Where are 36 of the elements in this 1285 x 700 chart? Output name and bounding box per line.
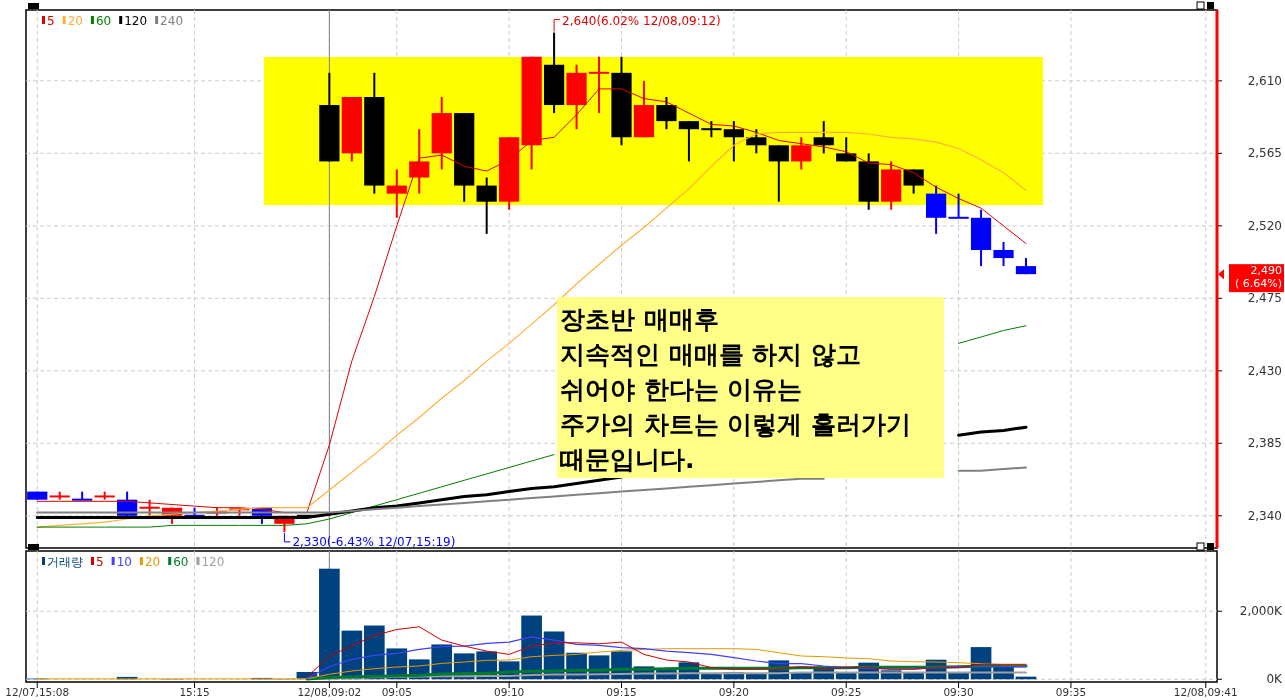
legend-label: 60: [95, 14, 112, 28]
x-tick-label: 15:15: [179, 686, 210, 698]
legend-label: 120: [124, 14, 148, 28]
annotation: 장초반 매매후 지속적인 매매를 하지 않고 쉬어야 한다는 이유는 주가의 차트는 이렇게 흘러가기 때문입니다.: [560, 305, 912, 474]
note: 장초반 매매후 지속적인 매매를 하지 않고 쉬어야 한다는 이유는 주가의 차트는 이렇게 흘러가기 때문입니다.: [557, 297, 944, 478]
x-tick-label: 09:35: [1055, 686, 1087, 698]
legend-label: 120: [201, 555, 225, 569]
legend-label: 20: [144, 555, 161, 569]
legend-label: 5: [47, 14, 55, 28]
legend-label: 60: [173, 555, 189, 569]
text: 2,490 ( 6.64%): [1234, 264, 1282, 291]
x-tick-label: 12/08,09:02: [297, 686, 362, 698]
x-tick-label: 09:10: [494, 686, 525, 698]
y-tick-label: 2,340: [1247, 508, 1282, 523]
legend-label: 240: [160, 14, 184, 28]
annotation: 2,330(-6.43% 12/07,15:19): [292, 534, 456, 549]
y-tick-label: 0K: [1266, 672, 1284, 687]
y-tick-label: 2,565: [1247, 146, 1282, 161]
x-tick-label: 09:30: [943, 686, 974, 698]
y-tick-label: 2,520: [1247, 218, 1282, 233]
annotation: 2,640(6.02% 12/08,09:12): [562, 13, 721, 28]
y-tick-label: 2,475: [1247, 291, 1282, 306]
y-tick-label: 2,385: [1247, 436, 1282, 451]
y-tick-label: 2,610: [1247, 73, 1282, 88]
x-tick-label: 09:20: [718, 686, 749, 698]
y-tick-label: 2,000K: [1239, 604, 1284, 619]
x-tick-label: 12/07,15:08: [5, 686, 70, 698]
x-tick-label: 12/08,09:41: [1173, 686, 1238, 698]
legend-label: 거래량: [47, 555, 83, 569]
x-tick-label: 09:15: [606, 686, 637, 698]
legend-label: 20: [67, 14, 83, 28]
x-tick-label: 09:25: [831, 686, 862, 698]
x-tick-label: 09:05: [381, 686, 412, 698]
legend-label: 10: [116, 555, 132, 569]
y-tick-label: 2,430: [1247, 363, 1282, 378]
legend-label: 5: [96, 555, 104, 569]
